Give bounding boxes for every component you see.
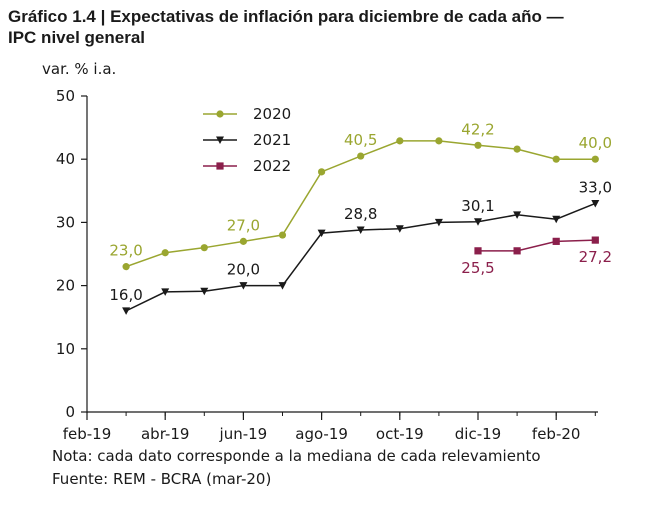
series-2020-point xyxy=(278,231,287,239)
series-2020-point xyxy=(122,263,130,271)
series-2020-point xyxy=(552,155,560,163)
series-2020-point xyxy=(513,145,521,153)
series-2020-data-label: 42,2 xyxy=(461,120,494,138)
x-tick-label: ago-19 xyxy=(295,425,348,443)
series-2022-data-label: 27,2 xyxy=(579,248,612,266)
x-tick-label: feb-19 xyxy=(63,425,112,443)
series-2020-point xyxy=(239,237,247,245)
y-tick-label: 10 xyxy=(56,340,75,358)
y-axis-label: var. % i.a. xyxy=(42,60,117,78)
legend-marker-2021 xyxy=(216,136,224,144)
series-2022-point xyxy=(474,247,482,255)
series-2021-point xyxy=(317,229,326,238)
series-2020-data-label: 27,0 xyxy=(227,216,260,234)
series-2022-point xyxy=(513,247,521,255)
series-2021-point xyxy=(200,287,209,296)
series-2020-data-label: 40,5 xyxy=(344,131,377,149)
series-2020-point xyxy=(591,155,599,163)
legend-label-2021: 2021 xyxy=(253,131,291,149)
series-2022-data-label: 25,5 xyxy=(461,259,494,277)
series-2021-data-label: 16,0 xyxy=(109,286,142,304)
y-tick-label: 40 xyxy=(56,150,75,168)
series-2021-data-label: 33,0 xyxy=(579,178,612,196)
series-2021-point xyxy=(395,225,404,233)
series-2021-point xyxy=(122,307,131,315)
footnote: Nota: cada dato corresponde a la mediana… xyxy=(52,447,541,465)
series-2020-data-label: 40,0 xyxy=(579,134,612,152)
series-2021-point xyxy=(474,218,482,226)
series-2021-point xyxy=(434,218,443,227)
x-tick-label: feb-20 xyxy=(532,425,581,443)
y-tick-label: 50 xyxy=(56,87,75,105)
series-2020-line xyxy=(125,140,596,268)
source-note: Fuente: REM - BCRA (mar-20) xyxy=(52,470,272,488)
series-2021-point xyxy=(356,226,365,234)
x-tick-label: oct-19 xyxy=(376,425,424,443)
title-line-1: Gráfico 1.4 | Expectativas de inflación … xyxy=(8,7,564,26)
x-tick-label: jun-19 xyxy=(219,425,268,443)
series-2020-point xyxy=(396,137,404,145)
series-2020-data-label: 23,0 xyxy=(109,242,142,260)
series-2021-point xyxy=(239,282,248,290)
series-2020-point xyxy=(318,168,326,176)
series-2020-point xyxy=(474,141,482,149)
legend-label-2020: 2020 xyxy=(253,105,291,123)
series-2020-point xyxy=(161,249,169,257)
title-line-2: IPC nivel general xyxy=(8,28,145,47)
series-2020-point xyxy=(435,137,443,145)
series-2021-point xyxy=(161,288,170,296)
y-tick-label: 0 xyxy=(65,403,75,421)
x-tick-label: abr-19 xyxy=(141,425,189,443)
series-2021-point xyxy=(278,282,287,290)
y-tick-label: 20 xyxy=(56,277,75,295)
series-2020-point xyxy=(357,152,365,160)
series-2022-point xyxy=(591,236,599,244)
series-2020-point xyxy=(200,244,208,252)
y-tick-label: 30 xyxy=(56,213,75,231)
legend-marker-2022 xyxy=(216,162,224,170)
series-2022-line xyxy=(478,239,596,252)
series-2021-point xyxy=(591,199,600,208)
series-2021-data-label: 28,8 xyxy=(344,205,377,223)
series-2021-data-label: 30,1 xyxy=(461,197,494,215)
series-2021-point xyxy=(513,211,522,219)
series-2021-point xyxy=(552,215,561,224)
x-tick-label: dic-19 xyxy=(455,425,501,443)
legend-label-2022: 2022 xyxy=(253,157,291,175)
chart-title: Gráfico 1.4 | Expectativas de inflación … xyxy=(8,6,658,48)
legend-marker-2020 xyxy=(216,110,224,118)
series-2022-point xyxy=(552,237,560,245)
series-2021-data-label: 20,0 xyxy=(227,261,260,279)
